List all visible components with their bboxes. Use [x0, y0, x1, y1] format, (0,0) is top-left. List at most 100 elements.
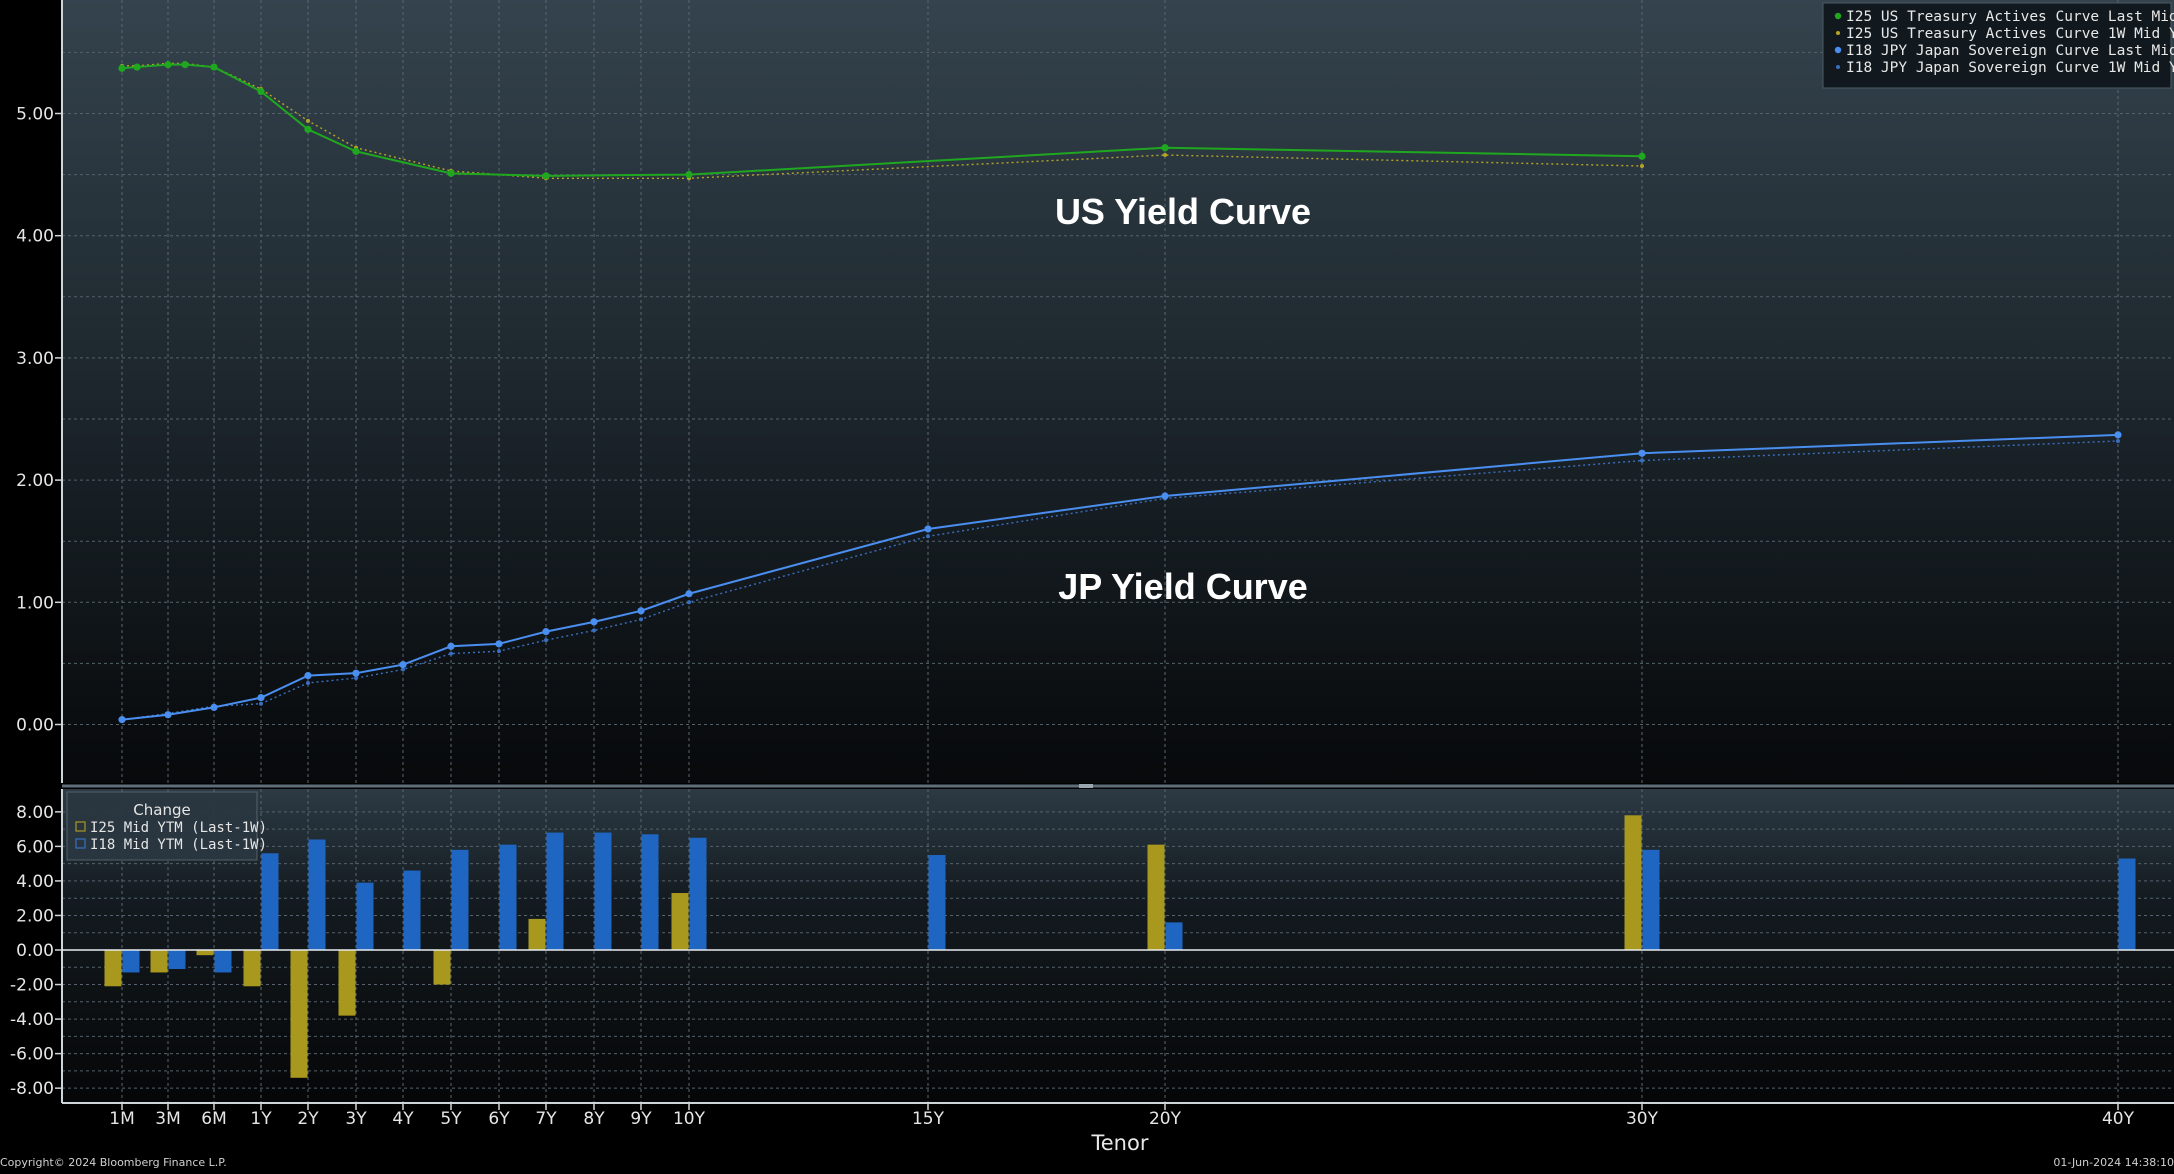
point-us-last: [447, 169, 455, 177]
bar-i18-1Y: [261, 853, 279, 950]
bar-i25-1Y: [243, 950, 261, 987]
point-jp-1w: [592, 628, 596, 633]
bar-i18-4Y: [403, 870, 421, 950]
point-us-last: [304, 125, 312, 133]
point-jp-last: [637, 607, 645, 615]
point-us-last: [685, 171, 693, 179]
point-jp-1w: [497, 649, 501, 654]
point-jp-1w: [259, 701, 263, 706]
top-legend-marker: [1836, 65, 1840, 69]
x-tick-label: 6Y: [488, 1109, 510, 1129]
point-jp-1w: [544, 638, 548, 643]
point-jp-1w: [306, 680, 310, 685]
bar-i18-5Y: [451, 849, 469, 950]
bar-i18-7Y: [546, 832, 564, 950]
x-tick-label: 15Y: [912, 1109, 945, 1129]
point-us-1w: [1163, 153, 1167, 158]
bar-i18-6Y: [499, 844, 517, 950]
point-us-last: [257, 87, 265, 96]
x-tick-label: 1Y: [250, 1109, 272, 1129]
legend-label-i25: I25 Mid YTM (Last-1W): [90, 820, 267, 836]
bar-i18-9Y: [641, 834, 659, 950]
bar-i18-2Y: [308, 839, 326, 950]
x-tick-label: 6M: [201, 1109, 226, 1129]
y-tick-label: 2.00: [16, 906, 54, 926]
bar-i25-3M: [150, 950, 168, 973]
y-tick-label: -4.00: [10, 1010, 54, 1030]
y-tick-label: 2.00: [16, 471, 54, 491]
point-jp-last: [495, 640, 503, 648]
bar-i25-10Y: [671, 893, 689, 950]
point-jp-last: [164, 711, 172, 719]
y-tick-label: 0.00: [16, 716, 54, 736]
timestamp-text: 01-Jun-2024 14:38:10: [2053, 1156, 2174, 1169]
top-panel-gridlines: [62, 0, 2174, 787]
x-axis-title: Tenor: [1091, 1131, 1149, 1155]
y-tick-label: -8.00: [10, 1079, 54, 1099]
bottom-legend: Change I25 Mid YTM (Last-1W) I18 Mid YTM…: [66, 791, 267, 861]
top-legend: I25 US Treasury Actives Curve Last Mid Y…: [1822, 2, 2174, 89]
point-jp-1w: [401, 667, 405, 672]
bottom-y-ticks: 8.00 6.00 4.00 2.00 0.00 -2.00 -4.00 -6.00 -8.00: [10, 803, 62, 1099]
bar-i18-10Y: [689, 837, 707, 950]
point-us-last: [1161, 144, 1169, 152]
point-jp-1w: [687, 600, 691, 605]
bar-i25-2Y: [290, 950, 308, 1078]
bar-i18-20Y: [1165, 922, 1183, 950]
bar-i25-3Y: [338, 950, 356, 1016]
x-tick-label: 10Y: [673, 1109, 706, 1129]
point-jp-last: [685, 590, 693, 598]
top-panel-background: [62, 0, 2174, 783]
top-legend-marker: [1834, 46, 1842, 54]
x-tick-label: 1M: [109, 1109, 134, 1129]
bottom-legend-title: Change: [133, 801, 190, 819]
panel-resize-handle[interactable]: [1079, 784, 1093, 788]
legend-swatch-i25: [75, 821, 86, 832]
point-jp-1w: [354, 676, 358, 681]
point-us-last: [210, 63, 218, 71]
curve-lines: [118, 61, 2122, 724]
bar-i18-30Y: [1642, 849, 1660, 950]
x-tick-label: 4Y: [392, 1109, 414, 1129]
point-jp-last: [590, 618, 598, 626]
bar-i18-40Y: [2118, 858, 2136, 950]
x-tick-label: 3M: [155, 1109, 180, 1129]
x-tick-label: 9Y: [630, 1109, 652, 1129]
y-tick-label: 0.00: [16, 941, 54, 961]
top-legend-label: I25 US Treasury Actives Curve Last Mid Y…: [1846, 9, 2174, 25]
bar-i25-7Y: [528, 918, 546, 950]
top-legend-marker: [1834, 12, 1842, 20]
point-jp-last: [1638, 449, 1646, 457]
us-curve-annotation: US Yield Curve: [1055, 191, 1311, 232]
y-tick-label: 3.00: [16, 349, 54, 369]
point-us-last: [133, 63, 141, 71]
y-tick-label: 6.00: [16, 837, 54, 857]
copyright-text: Copyright© 2024 Bloomberg Finance L.P.: [0, 1156, 227, 1169]
x-tick-labels: 1M 3M 6M 1Y 2Y 3Y 4Y 5Y 6Y 7Y 8Y 9Y 10Y 15Y 20Y 30Y 40Y: [109, 1103, 2135, 1129]
bar-i18-15Y: [928, 855, 946, 950]
point-jp-last: [447, 642, 455, 650]
point-us-1w: [306, 118, 310, 123]
point-us-last: [181, 61, 189, 69]
legend-label-i18: I18 Mid YTM (Last-1W): [90, 837, 267, 853]
point-jp-last: [304, 672, 312, 680]
point-jp-1w: [449, 651, 453, 656]
y-tick-label: 4.00: [16, 227, 54, 247]
top-legend-marker: [1836, 31, 1840, 35]
point-jp-last: [118, 716, 126, 724]
point-jp-last: [257, 694, 265, 702]
point-jp-last: [352, 669, 360, 677]
change-bars: [104, 815, 2136, 1078]
x-tick-label: 7Y: [535, 1109, 557, 1129]
point-jp-last: [542, 628, 550, 636]
bar-i18-6M: [214, 950, 232, 973]
x-tick-label: 2Y: [297, 1109, 319, 1129]
bottom-panel-gridlines: [62, 789, 2174, 1103]
point-jp-last: [1161, 492, 1169, 500]
x-tick-label: 20Y: [1149, 1109, 1182, 1129]
bar-i25-5Y: [433, 950, 451, 985]
point-us-last: [352, 147, 360, 155]
x-tick-label: 3Y: [345, 1109, 367, 1129]
point-jp-last: [924, 525, 932, 533]
